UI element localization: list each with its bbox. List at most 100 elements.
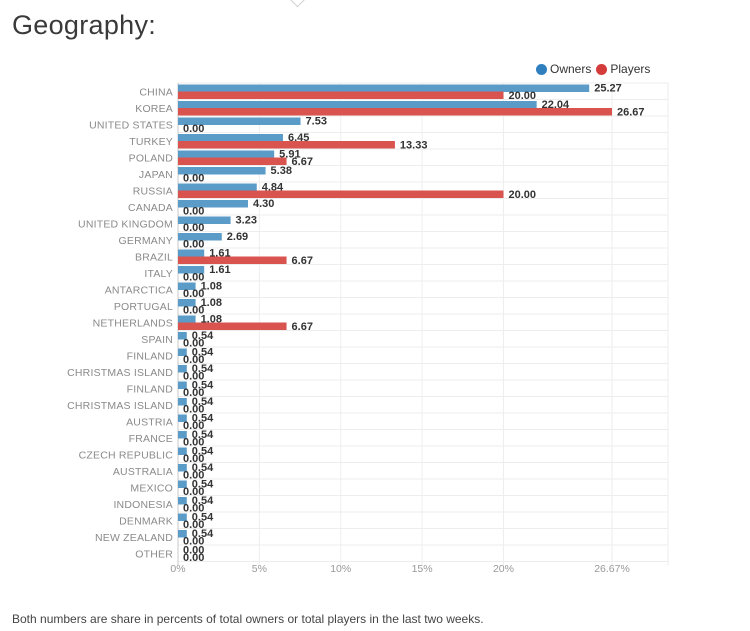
- owners-value-label: 5.38: [271, 165, 292, 177]
- players-value-label: 6.67: [292, 321, 313, 333]
- owners-value-label: 0.54: [192, 413, 214, 425]
- owners-value-label: 1.08: [201, 314, 222, 326]
- players-value-label: 0.00: [183, 338, 204, 350]
- legend-owners[interactable]: Owners: [536, 62, 591, 76]
- owners-bar: [178, 282, 196, 290]
- category-label: PORTUGAL: [114, 301, 173, 313]
- owners-bar: [178, 183, 257, 191]
- owners-bar: [178, 167, 266, 175]
- owners-value-label: 0.54: [192, 380, 214, 392]
- owners-value-label: 6.45: [288, 132, 309, 144]
- owners-bar: [178, 134, 283, 142]
- players-value-label: 0.00: [183, 453, 204, 465]
- owners-bar: [178, 332, 187, 340]
- owners-bar: [178, 84, 590, 92]
- category-label: JAPAN: [139, 169, 173, 181]
- owners-value-label: 0.54: [192, 495, 214, 507]
- owners-bar: [178, 299, 196, 307]
- category-label: ANTARCTICA: [105, 285, 173, 297]
- category-label: INDONESIA: [113, 499, 173, 511]
- owners-bar: [178, 530, 187, 538]
- chart-legend: Owners Players: [536, 62, 655, 76]
- x-tick-label: 20%: [493, 563, 514, 575]
- category-label: CZECH REPUBLIC: [79, 450, 174, 462]
- owners-bar: [178, 348, 187, 356]
- owners-dot-icon: [536, 63, 547, 75]
- owners-bar: [178, 101, 537, 109]
- players-value-label: 0.00: [183, 173, 204, 185]
- owners-bar: [178, 464, 187, 472]
- players-value-label: 0.00: [183, 470, 204, 482]
- owners-bar: [178, 480, 187, 488]
- players-value-label: 0.00: [183, 437, 204, 449]
- legend-players[interactable]: Players: [596, 62, 650, 76]
- owners-bar: [178, 381, 187, 389]
- players-value-label: 0.00: [183, 272, 204, 284]
- category-label: FRANCE: [129, 433, 173, 445]
- owners-value-label: 1.08: [201, 281, 222, 293]
- category-label: POLAND: [129, 153, 174, 165]
- category-label: NEW ZEALAND: [95, 532, 173, 544]
- players-value-label: 6.67: [292, 255, 313, 267]
- players-value-label: 0.00: [183, 305, 204, 317]
- category-label: UNITED KINGDOM: [78, 219, 173, 231]
- category-label: CANADA: [128, 202, 173, 214]
- category-label: UNITED STATES: [89, 120, 173, 132]
- owners-value-label: 3.23: [236, 215, 257, 227]
- players-value-label: 0.00: [183, 123, 204, 135]
- players-bar: [178, 190, 504, 198]
- x-tick-label: 26.67%: [594, 563, 630, 575]
- players-value-label: 0.00: [183, 288, 204, 300]
- players-value-label: 0.00: [183, 404, 204, 416]
- players-bar: [178, 157, 287, 165]
- owners-value-label: 0.54: [192, 429, 214, 441]
- owners-bar: [178, 249, 205, 257]
- players-value-label: 20.00: [508, 90, 536, 102]
- owners-bar: [178, 414, 187, 422]
- owners-value-label: 4.84: [262, 182, 284, 194]
- category-label: BRAZIL: [135, 252, 173, 264]
- owners-value-label: 1.61: [209, 264, 230, 276]
- page-title: Geography:: [12, 10, 157, 40]
- category-label: CHINA: [139, 87, 173, 99]
- owners-bar: [178, 447, 187, 455]
- owners-bar: [178, 315, 196, 323]
- category-label: FINLAND: [127, 351, 174, 363]
- footnote: Both numbers are share in percents of to…: [12, 612, 484, 626]
- owners-bar: [178, 365, 187, 373]
- category-label: MEXICO: [130, 483, 173, 495]
- owners-bar: [178, 150, 275, 158]
- owners-bar: [178, 431, 187, 439]
- category-label: KOREA: [135, 103, 173, 115]
- legend-players-label: Players: [610, 62, 651, 76]
- players-value-label: 0.00: [183, 503, 204, 515]
- players-value-label: 0.00: [183, 519, 204, 531]
- owners-value-label: 0.54: [192, 512, 214, 524]
- owners-bar: [178, 497, 187, 505]
- players-bar: [178, 141, 395, 149]
- owners-value-label: 25.27: [594, 83, 622, 95]
- players-value-label: 6.67: [292, 156, 313, 168]
- category-label: RUSSIA: [133, 186, 173, 198]
- category-label: GERMANY: [119, 235, 174, 247]
- category-label: FINLAND: [127, 384, 174, 396]
- owners-value-label: 22.04: [542, 99, 570, 111]
- category-label: OTHER: [135, 549, 173, 561]
- players-value-label: 0.00: [183, 420, 204, 432]
- players-value-label: 26.67: [617, 107, 645, 119]
- players-value-label: 0.00: [183, 354, 204, 366]
- owners-value-label: 0.54: [192, 479, 214, 491]
- category-label: ITALY: [144, 268, 173, 280]
- category-label: AUSTRIA: [126, 417, 173, 429]
- players-bar: [178, 256, 287, 264]
- category-label: CHRISTMAS ISLAND: [67, 367, 173, 379]
- x-tick-label: 5%: [252, 563, 267, 575]
- owners-bar: [178, 513, 187, 521]
- owners-value-label: 2.69: [227, 231, 248, 243]
- category-label: NETHERLANDS: [93, 318, 173, 330]
- owners-value-label: 7.53: [306, 116, 327, 128]
- owners-value-label: 0.54: [192, 396, 214, 408]
- category-label: DENMARK: [119, 516, 173, 528]
- category-label: SPAIN: [141, 334, 173, 346]
- x-tick-label: 0%: [170, 563, 185, 575]
